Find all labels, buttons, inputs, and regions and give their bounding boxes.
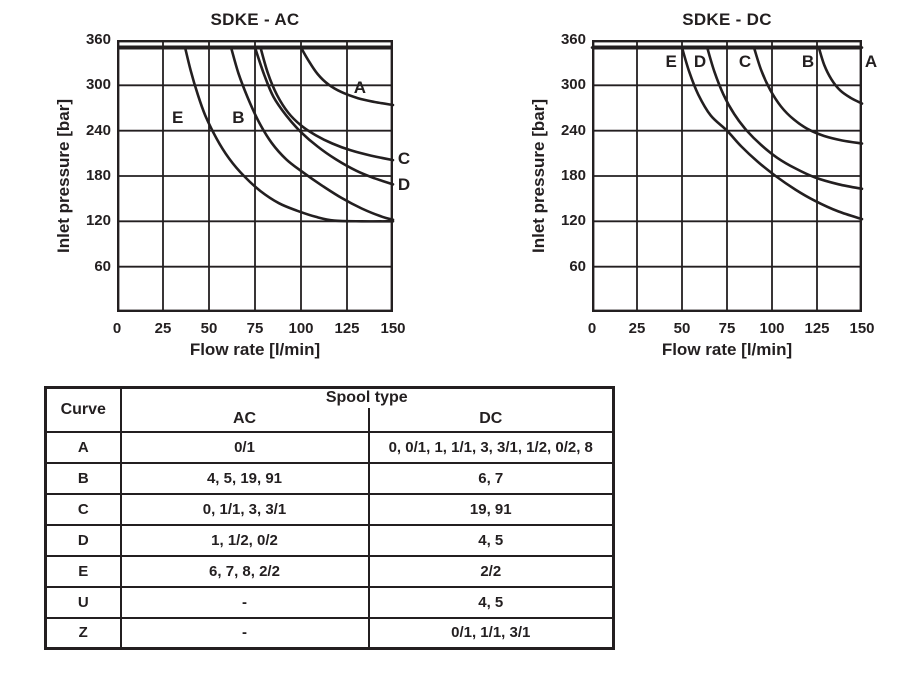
x-tick-label: 50 <box>200 320 218 337</box>
curve-label-A: A <box>353 77 367 97</box>
x-axis-label: Flow rate [l/min] <box>189 340 321 359</box>
y-tick-label: 180 <box>560 167 586 184</box>
table-row: A 0/1 0, 0/1, 1, 1/1, 3, 3/1, 1/2, 0/2, 8 <box>44 430 615 464</box>
curve-cell: Z <box>44 616 122 650</box>
chart-title: SDKE - DC <box>682 10 772 29</box>
plot-border <box>117 40 394 313</box>
spool-type-group-header: Spool type <box>119 386 615 408</box>
y-tick-label: 300 <box>560 76 586 94</box>
ac-cell: 1, 1/2, 0/2 <box>119 523 370 557</box>
x-tick-label: 25 <box>628 320 646 337</box>
curve-B-path <box>817 46 864 105</box>
x-tick-label: 0 <box>587 320 597 337</box>
curve-cell: D <box>44 523 122 557</box>
x-tick-label: 125 <box>804 320 830 337</box>
ac-cell: - <box>119 616 370 650</box>
y-tick-label: 240 <box>560 121 586 139</box>
chart-title: SDKE - AC <box>210 10 300 29</box>
curve-A-path <box>299 46 395 107</box>
y-axis-label: Inlet pressure [bar] <box>54 99 73 253</box>
curve-label-C: C <box>738 51 752 71</box>
y-tick-label: 120 <box>560 212 586 230</box>
plot-area <box>117 40 395 313</box>
y-tick-label: 360 <box>85 31 111 48</box>
ac-column-header: AC <box>119 407 370 433</box>
curve-label-D: D <box>397 175 411 195</box>
curve-cell: U <box>44 585 122 619</box>
x-tick-label: 25 <box>154 320 172 337</box>
curve-label-B: B <box>232 107 245 127</box>
curve-label-B: B <box>801 51 815 71</box>
table-row: B 4, 5, 19, 91 6, 7 <box>44 461 615 495</box>
table-header-row: Curve Spool type <box>44 386 615 433</box>
curve-D-path <box>253 46 395 186</box>
y-tick-label: 60 <box>569 257 586 275</box>
spool-type-table: Curve Spool type AC DC A 0/1 0, 0/1, 1, 1/… <box>44 386 615 650</box>
dc-cell: 0, 0/1, 1, 1/1, 3, 3/1, 1/2, 0/2, 8 <box>367 430 615 464</box>
curve-B-path <box>229 46 395 222</box>
ac-cell: - <box>119 585 370 619</box>
x-tick-label: 50 <box>673 320 691 337</box>
y-tick-label: 120 <box>85 212 111 230</box>
x-tick-label: 150 <box>849 320 875 337</box>
dc-column-header: DC <box>367 407 615 433</box>
x-tick-label: 125 <box>334 320 360 337</box>
dc-cell: 2/2 <box>367 554 615 588</box>
curve-cell: A <box>44 430 122 464</box>
curve-column-header: Curve <box>44 386 122 433</box>
curve-label-C: C <box>397 149 411 169</box>
chart-sdke-dc: SDKE - DC 0 25 50 75 100 125 150 360 300 240 180 120… <box>529 10 877 359</box>
plot-border <box>592 40 863 313</box>
y-tick-label: 180 <box>85 167 111 184</box>
x-tick-label: 75 <box>246 320 264 337</box>
table-subheader-row: AC DC <box>46 407 615 433</box>
dc-cell: 4, 5 <box>367 523 615 557</box>
x-tick-label: 75 <box>718 320 736 337</box>
curve-cell: C <box>44 492 122 526</box>
dc-cell: 4, 5 <box>367 585 615 619</box>
curve-label-A: A <box>864 51 878 71</box>
curve-E-path <box>680 46 864 221</box>
curve-D-path <box>705 46 864 191</box>
curve-label-D: D <box>693 51 707 71</box>
curve-E-path <box>183 46 395 223</box>
y-tick-label: 300 <box>85 76 111 94</box>
dc-cell: 19, 91 <box>367 492 615 526</box>
ac-cell: 0/1 <box>119 430 370 464</box>
y-tick-label: 240 <box>85 121 111 139</box>
table-row: E 6, 7, 8, 2/2 2/2 <box>44 554 615 588</box>
ac-cell: 4, 5, 19, 91 <box>119 461 370 495</box>
ac-cell: 0, 1/1, 3, 3/1 <box>119 492 370 526</box>
x-tick-label: 0 <box>112 320 122 337</box>
curve-C-path <box>752 46 864 145</box>
y-tick-label: 360 <box>560 31 586 48</box>
x-tick-label: 100 <box>288 320 314 337</box>
curve-cell: B <box>44 461 122 495</box>
table-row: C 0, 1/1, 3, 3/1 19, 91 <box>44 492 615 526</box>
x-tick-label: 150 <box>380 320 406 337</box>
x-tick-label: 100 <box>759 320 785 337</box>
y-tick-label: 60 <box>94 257 111 275</box>
curve-label-E: E <box>172 107 184 127</box>
ac-cell: 6, 7, 8, 2/2 <box>119 554 370 588</box>
plot-area <box>590 40 864 313</box>
y-axis-label: Inlet pressure [bar] <box>529 99 548 253</box>
curve-cell: E <box>44 554 122 588</box>
dc-cell: 0/1, 1/1, 3/1 <box>367 616 615 650</box>
x-axis-label: Flow rate [l/min] <box>661 340 793 359</box>
table-row: D 1, 1/2, 0/2 4, 5 <box>44 523 615 557</box>
chart-sdke-ac: SDKE - AC 0 25 50 75 100 125 150 360 300 240 180 120… <box>54 10 410 359</box>
dc-cell: 6, 7 <box>367 461 615 495</box>
table-row: Z -0/1, 1/1, 3/1 <box>44 616 615 650</box>
spool-type-table-grid: Curve Spool type AC DC A 0/1 0, 0/1, 1, 1/… <box>44 386 615 650</box>
curve-label-E: E <box>665 51 677 71</box>
table-row: U -4, 5 <box>44 585 615 619</box>
curve-C-path <box>259 46 395 162</box>
